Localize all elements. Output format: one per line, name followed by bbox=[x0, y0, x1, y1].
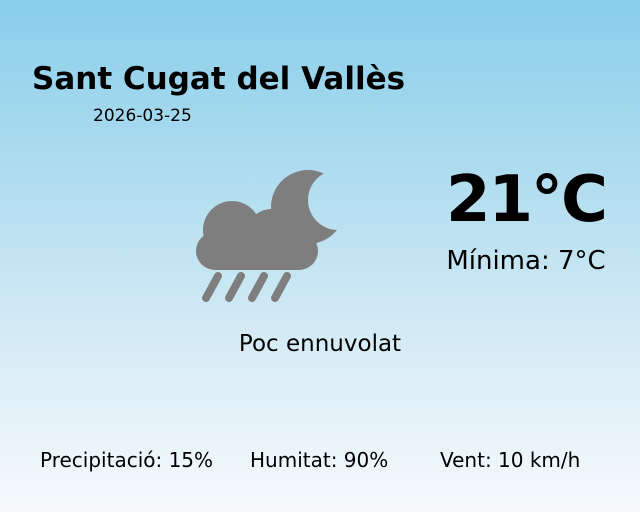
moon-rain-cloud-icon bbox=[196, 170, 345, 302]
condition-label: Poc ennuvolat bbox=[238, 331, 402, 357]
temperature-value: 21°C bbox=[445, 163, 608, 237]
minimum-temperature: Mínima: 7°C bbox=[446, 246, 606, 276]
rain-icon bbox=[202, 272, 291, 302]
stat-precipitation: Precipitació: 15% bbox=[40, 448, 214, 472]
stat-humidity: Humitat: 90% bbox=[250, 448, 389, 472]
location-title: Sant Cugat del Vallès bbox=[32, 61, 406, 97]
cloud-icon bbox=[196, 201, 318, 270]
date-label: 2026-03-25 bbox=[93, 106, 192, 126]
stat-wind: Vent: 10 km/h bbox=[440, 448, 581, 472]
